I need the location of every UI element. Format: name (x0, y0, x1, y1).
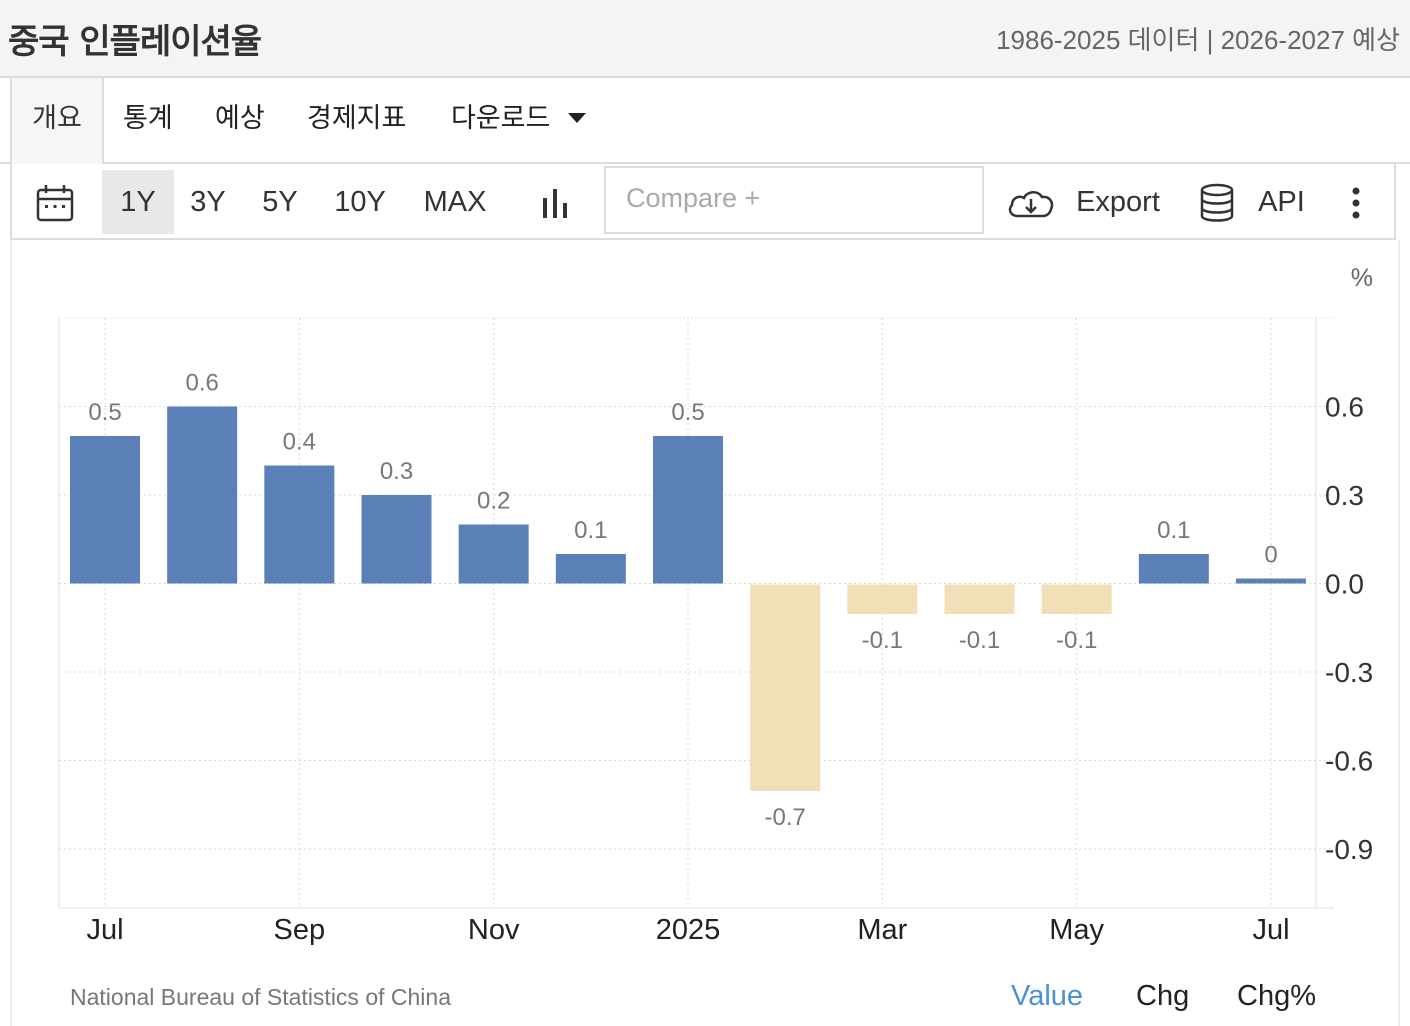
bar-chart-icon[interactable] (528, 170, 584, 234)
tab-indicators[interactable]: 경제지표 (307, 103, 407, 134)
compare-input[interactable]: Compare + (604, 166, 984, 234)
chart-toolbar: 1Y 3Y 5Y 10Y MAX Compare + Export API (10, 164, 1396, 240)
range-3y-button[interactable]: 3Y (190, 186, 226, 218)
cloud-download-icon (1008, 191, 1054, 218)
tab-row: 개요 통계 예상 경제지표 다운로드 (0, 78, 1410, 164)
chart-area (10, 240, 1400, 1026)
range-1y-button[interactable]: 1Y (102, 170, 174, 234)
export-label: Export (1076, 186, 1160, 218)
range-5y-button[interactable]: 5Y (262, 186, 298, 218)
tab-download[interactable]: 다운로드 (451, 78, 587, 162)
data-source: National Bureau of Statistics of China (70, 984, 451, 1010)
data-range-label: 1986-2025 데이터 | 2026-2027 예상 (996, 25, 1400, 55)
tab-download-label: 다운로드 (451, 103, 551, 134)
more-vertical-icon[interactable] (1338, 170, 1374, 234)
calendar-icon[interactable] (26, 170, 84, 234)
tab-forecast[interactable]: 예상 (215, 103, 265, 134)
caret-down-icon (568, 113, 587, 123)
title-bar: 중국 인플레이션율 1986-2025 데이터 | 2026-2027 예상 (0, 0, 1410, 78)
database-icon (1200, 184, 1234, 223)
view-chg-percent-option[interactable]: Chg% (1237, 980, 1316, 1012)
view-chg-option[interactable]: Chg (1136, 980, 1190, 1012)
tab-statistics[interactable]: 통계 (123, 103, 173, 134)
range-10y-button[interactable]: 10Y (334, 186, 386, 218)
view-value-option[interactable]: Value (1011, 980, 1084, 1012)
api-button[interactable]: API (1198, 170, 1308, 234)
tab-overview[interactable]: 개요 (10, 78, 104, 164)
page-title: 중국 인플레이션율 (8, 22, 262, 62)
range-max-button[interactable]: MAX (423, 186, 487, 218)
export-button[interactable]: Export (1006, 170, 1170, 234)
api-label: API (1258, 186, 1305, 218)
